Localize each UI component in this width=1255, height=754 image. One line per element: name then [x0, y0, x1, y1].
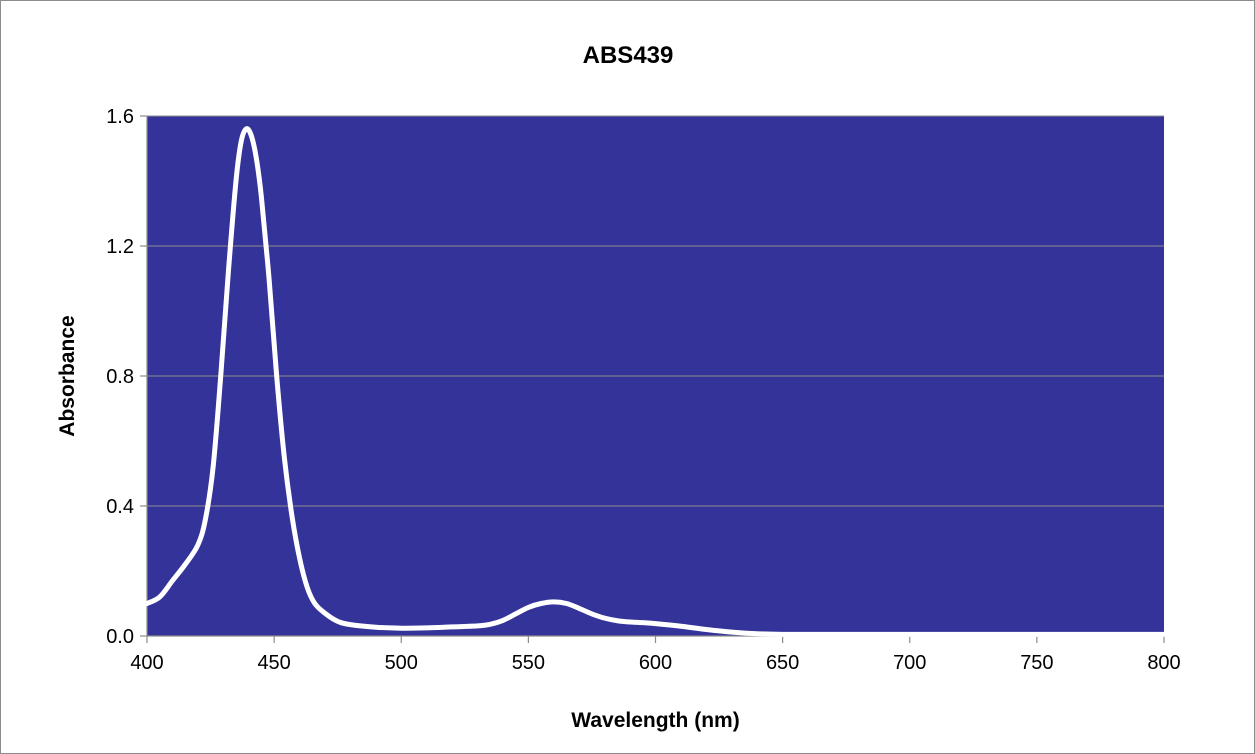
series-line-absorbance: [144, 126, 1167, 637]
x-tick-label: 750: [1020, 652, 1053, 674]
y-axis-title: Absorbance: [56, 315, 79, 436]
x-tick-labels: 400 450 500 550 600 650 700 750 800: [130, 652, 1180, 674]
y-tick-label: 1.6: [106, 106, 134, 128]
x-tick-label: 550: [512, 652, 545, 674]
y-tick-label: 1.2: [106, 236, 134, 258]
x-tick-label: 700: [893, 652, 926, 674]
y-tick-labels: 0.0 0.4 0.8 1.2 1.6: [106, 106, 134, 648]
y-tick-label: 0.4: [106, 496, 134, 518]
x-tick-label: 600: [639, 652, 672, 674]
chart-title: ABS439: [583, 42, 674, 69]
x-tick-label: 500: [385, 652, 418, 674]
x-tick-label: 650: [766, 652, 799, 674]
x-tick-label: 400: [130, 652, 163, 674]
grid-lines: [147, 115, 1164, 507]
y-tick-label: 0.8: [106, 366, 134, 388]
x-tick-label: 800: [1147, 652, 1180, 674]
x-axis-title: Wavelength (nm): [571, 709, 739, 732]
y-tick-label: 0.0: [106, 626, 134, 648]
x-tick-label: 450: [257, 652, 290, 674]
